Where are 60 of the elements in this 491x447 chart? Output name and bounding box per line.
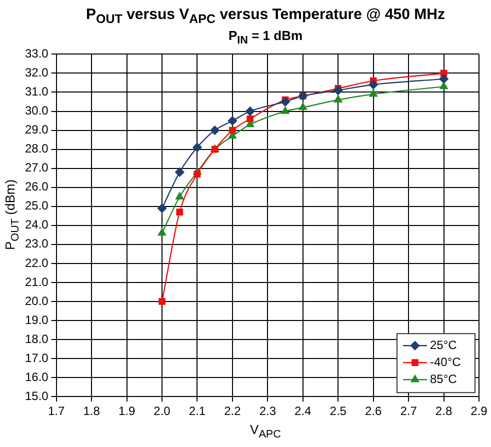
y-tick-label: 15.0	[24, 388, 49, 403]
point	[334, 86, 343, 95]
point	[246, 115, 254, 122]
y-tick-label: 17.0	[24, 350, 49, 365]
point	[334, 95, 342, 102]
x-tick-label: 1.8	[83, 404, 100, 418]
y-tick-label: 24.0	[24, 218, 49, 232]
x-tick-label: 2.7	[400, 404, 418, 418]
chart-title: P$_{OUT}$ versus V$_{APC}$ versus Temperature @ 450 MHz	[85, 6, 446, 26]
y-tick-label: 18.0	[24, 332, 49, 346]
point	[157, 204, 167, 213]
point	[176, 208, 184, 216]
y-tick-label: 27.0	[24, 160, 49, 175]
x-tick-label: 2.9	[470, 404, 488, 418]
point	[280, 97, 290, 106]
y-tick-label: 30.0	[24, 104, 49, 118]
x-axis-title: V$_{APC}$	[249, 422, 282, 441]
x-tick-label: 2.0	[154, 404, 171, 418]
point	[439, 74, 448, 84]
point	[245, 106, 255, 116]
point	[158, 228, 166, 236]
x-tick-label: 2.4	[294, 404, 312, 418]
point	[440, 82, 448, 90]
y-tick-label: 28.0	[24, 142, 49, 156]
y-tick-label: 22.0	[24, 256, 49, 270]
y-tick-label: 32.0	[24, 66, 49, 80]
y-tick-label: 31.0	[24, 84, 49, 99]
y-tick-label: 29.0	[24, 122, 49, 137]
y-tick-label: 23.0	[24, 236, 49, 251]
point	[228, 116, 238, 126]
y-tick-label: 33.0	[24, 46, 49, 61]
legend-label: 85°C	[430, 372, 458, 386]
x-tick-label: 1.7	[48, 404, 66, 418]
point	[298, 102, 307, 110]
x-tick-label: 2.2	[224, 404, 242, 418]
y-tick-label: 16.0	[24, 370, 49, 384]
point	[369, 90, 378, 97]
point	[281, 106, 290, 114]
point	[175, 168, 184, 177]
point	[210, 126, 220, 135]
chart-subtitle: P$_{IN}$ = 1 dBm	[227, 28, 304, 47]
x-tick-label: 2.1	[188, 404, 206, 418]
x-tick-label: 2.5	[330, 404, 347, 418]
y-tick-label: 25.0	[24, 198, 49, 213]
point	[194, 170, 201, 178]
point	[192, 142, 202, 152]
point	[176, 192, 184, 200]
y-tick-label: 19.0	[24, 312, 49, 327]
y-tick-label: 21.0	[24, 274, 49, 289]
point	[229, 126, 236, 134]
legend-label: 25°C	[430, 338, 458, 352]
y-tick-label: 26.0	[24, 180, 49, 194]
x-tick-label: 2.8	[435, 404, 452, 418]
x-tick-label: 2.3	[259, 404, 276, 418]
x-tick-label: 2.6	[364, 404, 382, 418]
point	[368, 80, 378, 90]
x-tick-label: 1.9	[118, 404, 136, 418]
point	[158, 298, 166, 305]
y-tick-label: 20.0	[24, 294, 49, 308]
legend-label: -40°C	[430, 354, 462, 369]
